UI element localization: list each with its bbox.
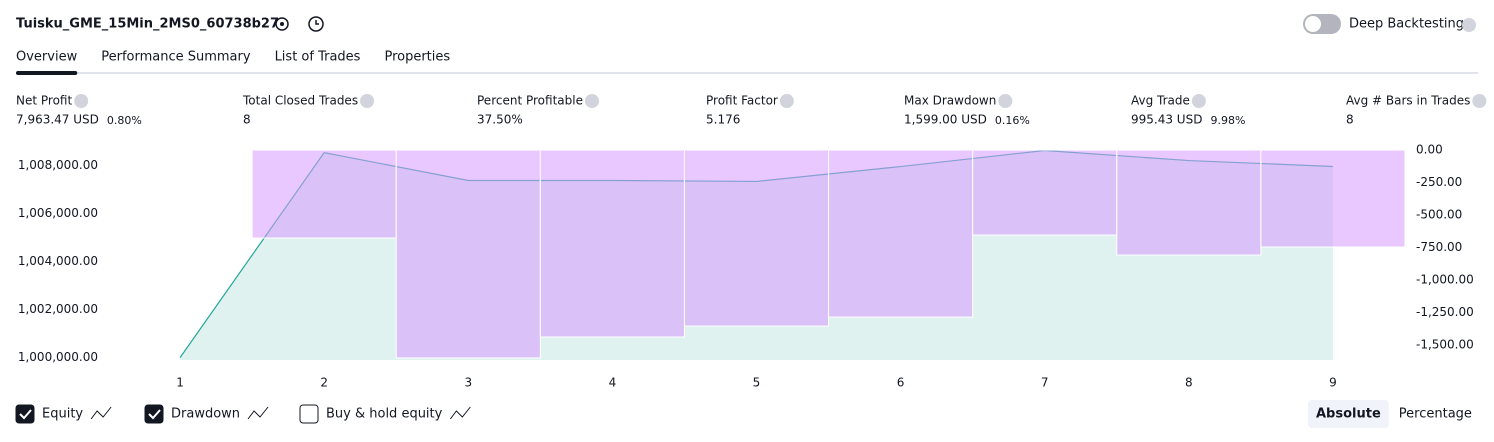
x-tick-label: 3 [464, 376, 472, 390]
metric-value: 8 [1346, 113, 1354, 127]
tab-underline [16, 71, 78, 75]
x-tick-label: 2 [320, 376, 328, 390]
drawdown-bar [1116, 149, 1262, 256]
x-tick-label: 5 [753, 376, 761, 390]
metric-value: 5.176 [706, 113, 740, 127]
y2-tick-label: -500.00 [1416, 208, 1462, 222]
tab[interactable]: List of Trades [275, 50, 361, 65]
metric-value: 8 [243, 113, 251, 127]
y2-tick-label: -1,500.00 [1416, 338, 1474, 352]
tab[interactable]: Properties [384, 50, 450, 65]
alert-icon[interactable] [308, 16, 324, 32]
strategy-title: Tuisku_GME_15Min_2MS0_60738b27 [16, 17, 279, 32]
metric-label: Net Profit [16, 94, 72, 108]
mode-button[interactable]: Percentage [1390, 400, 1480, 428]
checkbox[interactable] [299, 404, 319, 424]
toggle-label: Deep Backtesting [1349, 17, 1464, 32]
metric-label: Profit Factor [706, 94, 778, 108]
y2-tick-label: 0.00 [1416, 143, 1443, 157]
checkbox[interactable] [15, 404, 35, 424]
help-icon[interactable] [779, 94, 794, 108]
metric-value: 1,599.00 USD [904, 113, 987, 127]
mode-label: Percentage [1399, 407, 1472, 422]
tab[interactable]: Overview [16, 50, 78, 65]
x-tick-label: 4 [609, 376, 617, 390]
y-tick-label: 1,008,000.00 [18, 158, 98, 172]
help-icon[interactable] [360, 94, 375, 108]
drawdown-bar [395, 149, 541, 359]
metric-percent: 0.16% [995, 114, 1030, 127]
y-tick-label: 1,004,000.00 [18, 254, 98, 268]
tab[interactable]: Performance Summary [101, 50, 251, 65]
y-tick-label: 1,000,000.00 [18, 350, 98, 364]
settings-icon[interactable] [275, 17, 289, 31]
x-tick-label: 1 [176, 376, 184, 390]
mode-button[interactable]: Absolute [1308, 400, 1389, 428]
mode-bg [1308, 400, 1389, 428]
drawdown-bar [539, 149, 685, 338]
x-tick-label: 8 [1185, 376, 1193, 390]
drawdown-bar [683, 149, 830, 327]
y2-tick-label: -1,250.00 [1416, 305, 1474, 319]
metric-label: Avg Trade [1131, 94, 1190, 108]
toggle[interactable] [1303, 14, 1341, 34]
y2-tick-label: -750.00 [1416, 240, 1462, 254]
y-tick-label: 1,006,000.00 [18, 206, 98, 220]
help-icon[interactable] [998, 94, 1013, 108]
drawdown-bar [972, 149, 1118, 236]
y2-tick-label: -250.00 [1416, 175, 1462, 189]
legend-label: Buy & hold equity [326, 407, 443, 422]
legend-icon [247, 406, 269, 420]
x-tick-label: 9 [1329, 376, 1337, 390]
help-icon[interactable] [1472, 94, 1487, 108]
mode-label: Absolute [1316, 407, 1381, 422]
y2-tick-label: -1,000.00 [1416, 273, 1474, 287]
checkmark [19, 409, 32, 420]
legend-label: Equity [42, 407, 83, 422]
metric-value: 37.50% [477, 113, 523, 127]
x-tick-label: 6 [897, 376, 905, 390]
mode-bg [1390, 400, 1480, 428]
metric-label: Max Drawdown [904, 94, 996, 108]
y-tick-label: 1,002,000.00 [18, 302, 98, 316]
x-tick-label: 7 [1041, 376, 1049, 390]
metric-label: Percent Profitable [477, 94, 583, 108]
metric-value: 7,963.47 USD [16, 113, 99, 127]
drawdown-bar [1260, 149, 1406, 248]
metric-percent: 9.98% [1210, 114, 1245, 127]
drawdown-bar [828, 149, 974, 318]
checkmark [148, 409, 161, 420]
metric-label: Avg # Bars in Trades [1346, 94, 1470, 108]
metric-percent: 0.80% [107, 114, 142, 127]
help-icon[interactable] [1462, 18, 1476, 32]
legend-label: Drawdown [171, 407, 240, 422]
help-icon[interactable] [74, 94, 89, 108]
help-icon[interactable] [1191, 94, 1206, 108]
legend-icon [449, 406, 471, 420]
metric-value: 995.43 USD [1131, 113, 1202, 127]
legend-icon [90, 406, 112, 420]
checkbox[interactable] [144, 404, 164, 424]
help-icon[interactable] [584, 94, 599, 108]
drawdown-bar [251, 149, 397, 239]
metric-label: Total Closed Trades [242, 94, 358, 108]
